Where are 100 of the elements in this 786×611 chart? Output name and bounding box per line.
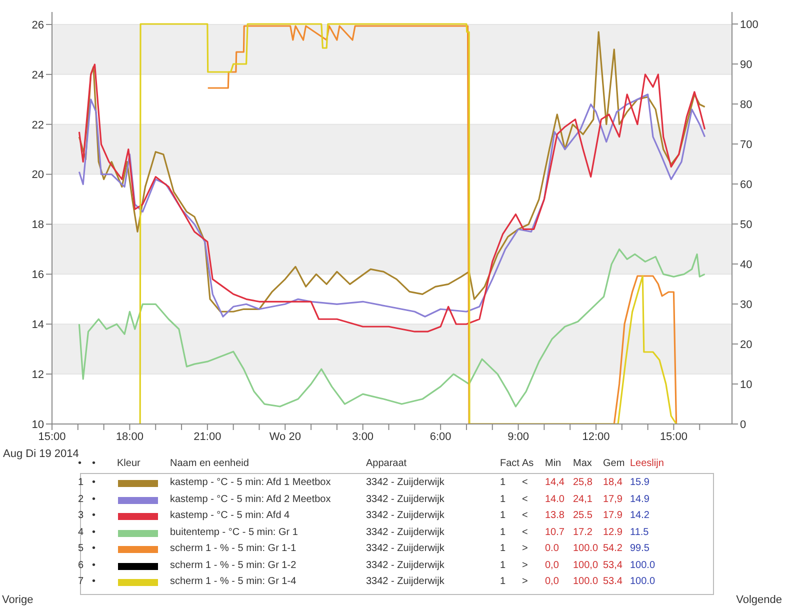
text: 11.5 <box>630 526 649 538</box>
text: < <box>522 510 528 521</box>
text: 100.0 <box>573 543 598 554</box>
text: 14,4 <box>545 477 564 488</box>
text: As <box>522 458 534 469</box>
text: 6 <box>78 560 84 570</box>
text: Fact <box>500 458 520 469</box>
y2-tick-label: 50 <box>740 218 752 231</box>
text: 3342 - Zuijderwijk <box>366 543 444 554</box>
y-tick-label: 22 <box>32 119 44 132</box>
y2-tick-label: 40 <box>740 258 752 271</box>
text: 14.9 <box>630 494 650 504</box>
x-tick-label: 9:00 <box>508 430 529 443</box>
y2-tick-label: 0 <box>740 418 746 431</box>
legend-label: scherm 1 - % - 5 min: Gr 1-4 <box>170 576 296 587</box>
text: • <box>92 543 96 554</box>
text: 53,4 <box>603 560 622 570</box>
x-tick-label: 6:00 <box>430 430 452 443</box>
legend-label: kastemp - °C - 5 min: Afd 1 Meetbox <box>170 477 331 488</box>
text: 3342 - Zuijderwijk <box>366 494 444 504</box>
text: 1 <box>500 477 506 488</box>
line-series <box>78 64 706 332</box>
y-tick-label: 26 <box>32 19 44 32</box>
y-tick-label: 16 <box>32 269 44 282</box>
text: Kleur <box>117 458 140 469</box>
text: 14.0 <box>545 494 564 504</box>
y2-tick-label: 10 <box>740 378 752 391</box>
y-tick-label: 18 <box>32 219 44 232</box>
text: 3342 - Zuijderwijk <box>366 576 444 587</box>
text: 2 <box>78 494 84 504</box>
text: 15.9 <box>630 477 650 488</box>
line-series <box>78 31 706 312</box>
x-tick-label: 15:00 <box>38 430 66 443</box>
text: 3342 - Zuijderwijk <box>366 526 444 538</box>
y2-tick-label: 30 <box>740 298 752 311</box>
text: • <box>92 458 96 469</box>
text: Naam en eenheid <box>170 458 249 469</box>
text: 0,0 <box>545 576 559 587</box>
text: 1 <box>78 477 84 488</box>
x-tick-label: 18:00 <box>116 430 144 443</box>
text: > <box>522 560 528 570</box>
text: 1 <box>500 576 506 587</box>
text: 3 <box>78 510 84 521</box>
text: • <box>92 526 96 538</box>
text: Max <box>573 458 592 469</box>
text: • <box>78 458 82 469</box>
y-tick-label: 14 <box>32 319 44 332</box>
text: 1 <box>500 510 506 521</box>
text: • <box>92 560 96 570</box>
y-tick-label: 24 <box>32 69 44 82</box>
text: 1 <box>500 560 506 570</box>
text: 0,0 <box>545 560 559 570</box>
y-tick-label: 10 <box>32 418 44 431</box>
text: 100,0 <box>573 560 598 570</box>
text: 1 <box>500 543 506 554</box>
line-series <box>78 248 706 408</box>
legend-label: kastemp - °C - 5 min: Afd 2 Meetbox <box>170 494 331 504</box>
y2-tick-label: 80 <box>740 98 752 111</box>
text: 24,1 <box>573 494 592 504</box>
text: 10.7 <box>545 526 564 538</box>
text: • <box>92 477 96 488</box>
legend-label: buitentemp - °C - 5 min: Gr 1 <box>170 526 298 538</box>
text: > <box>522 543 528 554</box>
text: 0.0 <box>545 543 559 554</box>
text: Aug Di 19 2014 <box>3 448 79 460</box>
text: Gem <box>603 458 625 469</box>
text: 17,9 <box>603 494 622 504</box>
text: 54.2 <box>603 543 622 554</box>
x-tick-label: 12:00 <box>582 430 610 443</box>
x-tick-label: 15:00 <box>660 430 688 443</box>
text: 1 <box>500 526 506 538</box>
text: Apparaat <box>366 458 407 469</box>
legend-label: scherm 1 - % - 5 min: Gr 1-1 <box>170 543 296 554</box>
text: 3342 - Zuijderwijk <box>366 510 444 521</box>
text: 1 <box>500 494 506 504</box>
text: 14.2 <box>630 510 650 521</box>
y2-tick-label: 20 <box>740 338 752 351</box>
y-tick-label: 20 <box>32 169 44 182</box>
text: Leeslijn <box>630 458 664 469</box>
line-series <box>78 94 706 318</box>
x-tick-label: 3:00 <box>352 430 374 443</box>
text: 7 <box>78 576 84 587</box>
legend-label: scherm 1 - % - 5 min: Gr 1-2 <box>170 560 296 570</box>
text: • <box>92 494 96 504</box>
text: 3342 - Zuijderwijk <box>366 560 444 570</box>
text: 17.9 <box>603 510 622 521</box>
text: 12.9 <box>603 526 622 538</box>
text: 100.0 <box>630 560 656 570</box>
text: 53.4 <box>603 576 622 587</box>
text: 25.5 <box>573 510 592 521</box>
y2-tick-label: 100 <box>740 18 758 31</box>
x-tick-label: Wo 20 <box>269 430 301 443</box>
y-tick-label: 12 <box>32 368 44 381</box>
y2-tick-label: 90 <box>740 58 752 71</box>
text: 3342 - Zuijderwijk <box>366 477 444 488</box>
text: 5 <box>78 543 84 554</box>
text: Vorige <box>2 594 34 606</box>
text: 18,4 <box>603 477 622 488</box>
y2-tick-label: 60 <box>740 178 752 191</box>
y2-tick-label: 70 <box>740 138 752 151</box>
